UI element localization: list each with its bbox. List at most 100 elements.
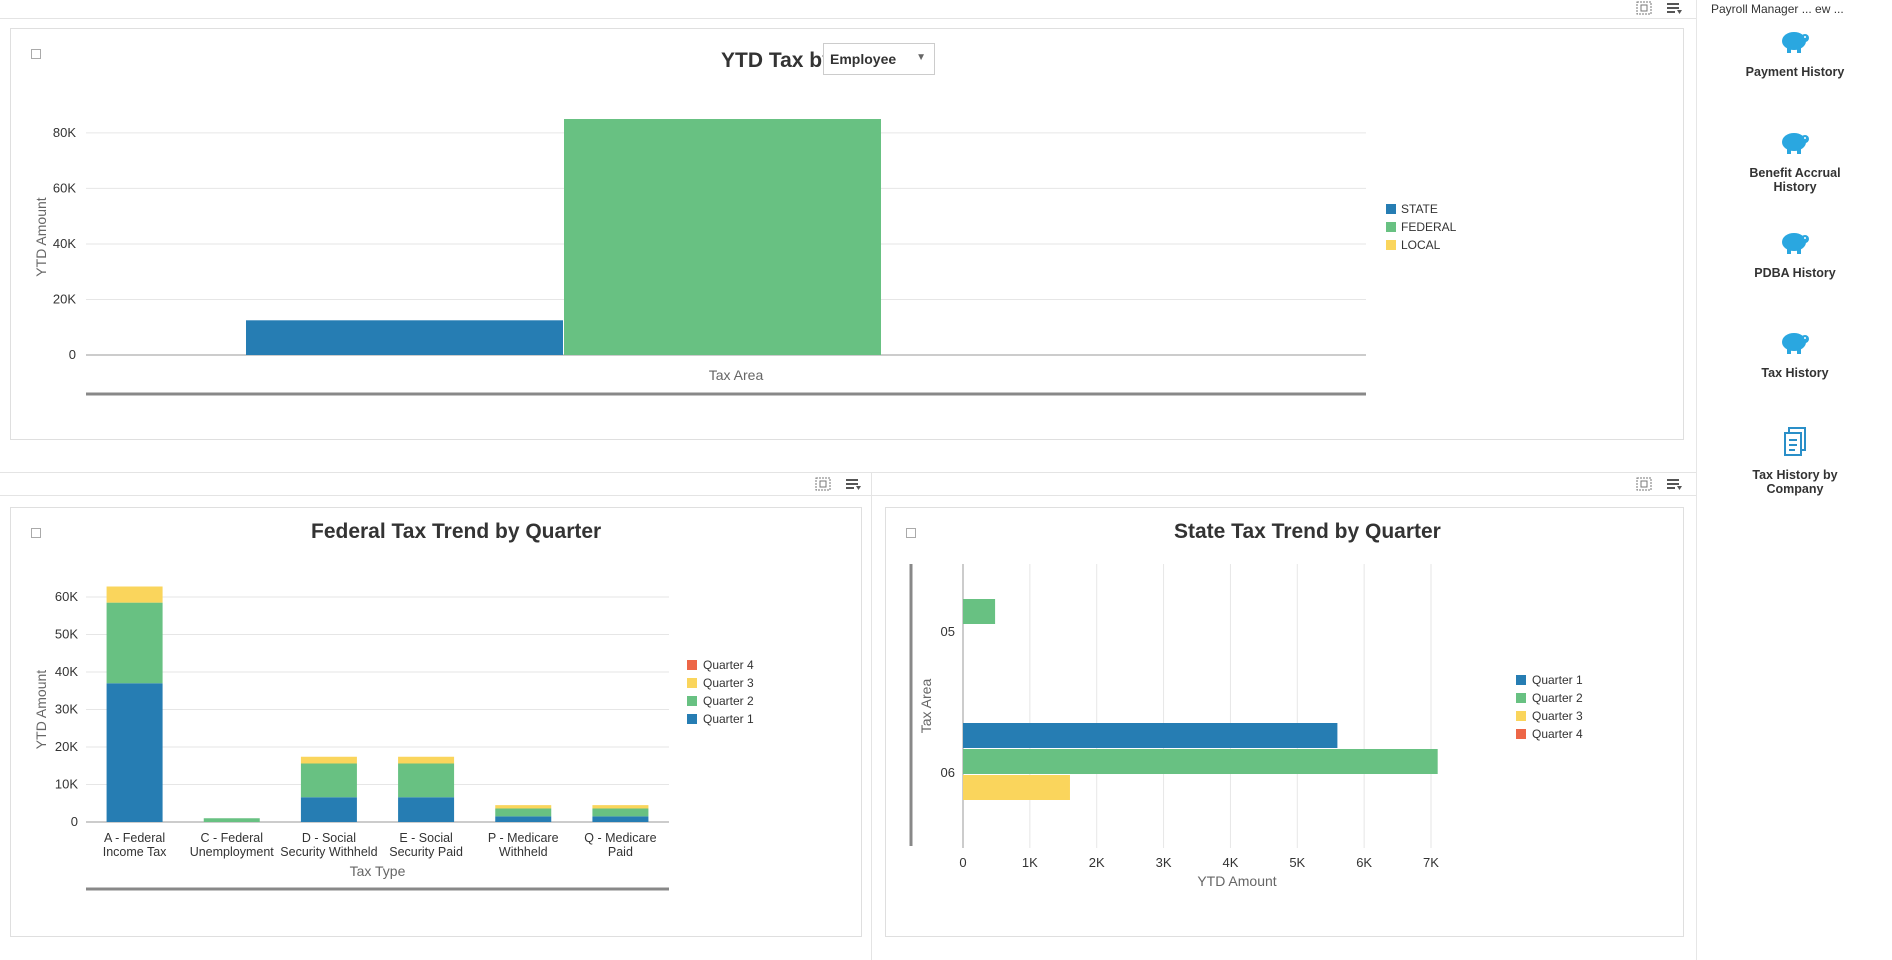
ytd-tax-panel: YTD Tax by Employee ▼ 0 20K 40K 60K 80K YTD A… [10,28,1684,440]
x-tick-label: A - Federal [104,831,165,845]
sidebar-item-benefit-accrual-history[interactable]: Benefit Accrual History [1697,127,1892,194]
chevron-down-icon: ▼ [916,52,926,63]
stacked-bar-segment [592,808,649,817]
legend-swatch [1516,711,1526,721]
x-tick-label: Unemployment [190,845,275,859]
maximize-icon[interactable] [1636,477,1652,491]
y-axis-label: YTD Amount [33,670,49,749]
state-tax-chart: 0 1K 2K 3K 4K 5K 6K 7K Tax Area YTD Amount 05 06 Qua… [909,564,1583,889]
x-tick-label: P - Medicare [488,831,559,845]
piggy-bank-icon [1782,233,1809,254]
x-tick-label: Paid [608,845,633,859]
stacked-bar-segment [398,763,455,798]
collapse-icon[interactable] [906,528,916,538]
stacked-bar-segment [495,805,552,809]
federal-panel-toolbar [815,477,861,491]
x-tick-label: C - Federal [200,831,263,845]
sidebar-item-label: Payment History [1745,65,1845,79]
payroll-manager-sidebar: Payroll Manager ... ew ... Payment Histo… [1696,0,1892,960]
sidebar-item-label: PDBA History [1754,266,1836,280]
collapse-icon[interactable] [31,528,41,538]
legend-label: Quarter 4 [703,658,754,672]
y-tick-label: 20K [53,291,76,306]
ytd-tax-chart: 0 20K 40K 60K 80K YTD Amount Tax Area STATE FEDE… [33,119,1457,396]
sidebar-item-tax-history[interactable]: Tax History [1697,327,1892,380]
state-tax-panel: State Tax Trend by Quarter 0 1K 2K 3K 4K 5K 6K… [885,507,1684,937]
legend-label: Quarter 1 [1532,673,1583,687]
panel-title: Federal Tax Trend by Quarter [311,520,602,543]
sidebar-header: Payroll Manager ... ew ... [1711,2,1844,16]
legend-swatch [1386,222,1396,232]
x-axis-label: Tax Type [350,863,406,879]
collapse-icon[interactable] [31,49,41,59]
y-axis-label: Tax Area [918,679,934,734]
sidebar-item-payment-history[interactable]: Payment History [1697,26,1892,79]
section-divider [0,472,1696,473]
panel-title: YTD Tax by [721,49,834,72]
sidebar-item-pdba-history[interactable]: PDBA History [1697,227,1892,280]
menu-options-icon[interactable] [1666,477,1682,491]
legend-label: Quarter 2 [1532,691,1583,705]
legend-label: Quarter 1 [703,712,754,726]
document-icon [1784,427,1806,456]
piggy-bank-icon [1782,333,1809,354]
legend-swatch [1516,729,1526,739]
y-tick-label: 10K [55,777,78,792]
top-panel-toolbar [1636,1,1682,15]
panel-title: State Tax Trend by Quarter [1174,520,1441,543]
x-tick-label: 0 [959,855,966,870]
y-tick-label: 60K [55,589,78,604]
x-tick-label: Security Paid [389,845,463,859]
y-tick-label: 40K [53,236,76,251]
x-tick-label: Income Tax [103,845,167,859]
legend-swatch [1386,204,1396,214]
menu-options-icon[interactable] [845,477,861,491]
stacked-bar-segment [592,805,649,809]
bar-segment [963,599,996,624]
legend-label: STATE [1401,202,1438,216]
federal-tax-panel: Federal Tax Trend by Quarter 0 10K 20K 30K 4… [10,507,862,937]
bar-federal [564,119,881,355]
group-by-dropdown[interactable]: Employee ▼ [823,43,935,75]
federal-tax-chart: 0 10K 20K 30K 40K 50K 60K YTD Amount A - Federal… [33,586,754,891]
y-tick-label: 60K [53,180,76,195]
y-tick-label: 20K [55,739,78,754]
x-tick-label: 5K [1289,855,1305,870]
bar-state [246,320,563,355]
sidebar-item-label: Tax History by Company [1752,468,1838,496]
y-tick-label: 0 [71,814,78,829]
x-axis-label: YTD Amount [1197,873,1276,889]
stacked-bar-segment [300,756,357,764]
stacked-bar-segment [398,756,455,764]
legend-swatch [1516,693,1526,703]
bar-segment [963,723,1338,748]
x-tick-label: 6K [1356,855,1372,870]
x-tick-label: 7K [1423,855,1439,870]
y-tick-label: 06 [941,765,955,780]
sidebar-item-tax-history-by-company[interactable]: Tax History by Company [1697,427,1892,496]
legend-swatch [687,696,697,706]
legend-label: LOCAL [1401,238,1441,252]
bar-segment [963,749,1438,774]
y-tick-label: 30K [55,702,78,717]
stacked-bar-segment [495,816,552,822]
x-tick-label: 1K [1022,855,1038,870]
maximize-icon[interactable] [815,477,831,491]
y-axis-label: YTD Amount [33,197,49,276]
x-tick-label: 3K [1156,855,1172,870]
y-tick-label: 05 [941,624,955,639]
y-tick-label: 80K [53,125,76,140]
legend-swatch [1516,675,1526,685]
sidebar-item-label: Tax History [1761,366,1829,380]
x-tick-label: E - Social [399,831,453,845]
y-tick-label: 0 [69,347,76,362]
piggy-bank-icon [1782,133,1809,154]
legend-label: FEDERAL [1401,220,1457,234]
legend-label: Quarter 3 [703,676,754,690]
x-tick-label: Withheld [499,845,548,859]
maximize-icon[interactable] [1636,1,1652,15]
menu-options-icon[interactable] [1666,1,1682,15]
stacked-bar-segment [106,683,163,822]
dropdown-value: Employee [830,51,897,67]
section-divider [0,495,1696,496]
